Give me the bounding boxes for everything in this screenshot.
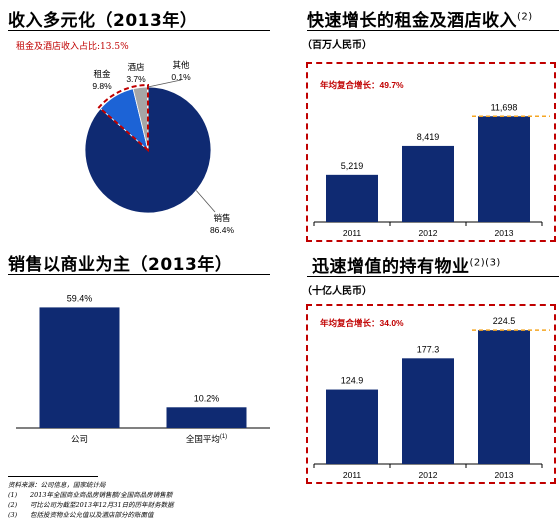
rental-value-label: 8,419 (417, 132, 440, 142)
footnote-3: (3) 包括投资物业公允值以及酒店部分的账面值 (8, 511, 154, 519)
rental-growth-unit: （百万人民币） (302, 40, 372, 51)
sales-mix-bar-chart: 59.4% 公司 10.2% 全国平均(1) (16, 293, 270, 444)
property-value-label: 124.9 (341, 376, 364, 386)
pie-value-other: 0.1% (171, 72, 191, 82)
property-value-bar-chart: 124.9 2011 177.3 2012 224.5 2013 年均复合增长：34.0% (313, 316, 550, 480)
property-category-label: 2012 (419, 470, 438, 480)
footnote-2: (2) 可比公司为截至2013年12月31日的历年财务数据 (8, 501, 174, 509)
rental-bar-2011 (326, 174, 378, 222)
property-value-title-rule (307, 276, 559, 277)
pie-value-hotel: 3.7% (126, 74, 146, 84)
rental-category-label: 2012 (419, 228, 438, 238)
rental-growth-title-rule (307, 30, 559, 31)
rental-growth-highlight-box (306, 62, 556, 242)
sales-bar-全国平均 (166, 407, 247, 428)
sales-category-label: 公司 (71, 434, 88, 444)
rental-bar-2013 (478, 116, 530, 222)
rental-growth-title: 快速增长的租金及酒店收入(2) (307, 11, 533, 31)
footnote-source: 资料来源：公司信息，国家统计局 (8, 481, 106, 489)
property-cagr-label: 年均复合增长：34.0% (320, 318, 404, 328)
property-bar-2013 (478, 330, 530, 464)
rental-growth-bar-chart: 5,219 2011 8,419 2012 11,698 2013 年均复合增长：49.7% (313, 80, 550, 238)
sales-value-label: 59.4% (67, 293, 93, 303)
footnote-rule (8, 476, 98, 477)
sales-category-label: 全国平均(1) (186, 434, 227, 444)
pie-leader-other (147, 79, 182, 88)
sales-value-label: 10.2% (194, 393, 220, 403)
pie-label-hotel: 酒店 (127, 62, 145, 72)
pie-label-rental: 租金 (93, 69, 111, 79)
property-value-title: 迅速增值的持有物业(2)(3) (312, 257, 501, 277)
pie-value-rental: 9.8% (92, 81, 112, 91)
pie-value-sales: 86.4% (210, 225, 235, 235)
property-bar-2011 (326, 389, 378, 464)
revenue-mix-title-rule (8, 30, 270, 31)
property-value-unit: （十亿人民币） (302, 286, 372, 297)
property-bar-2012 (402, 358, 454, 464)
rental-value-label: 5,219 (341, 161, 364, 171)
pie-label-sales: 销售 (213, 213, 230, 223)
property-value-label: 177.3 (417, 344, 440, 354)
rental-value-label: 11,698 (491, 102, 518, 112)
revenue-mix-title: 收入多元化（2013年） (8, 11, 198, 31)
revenue-pie-chart: 其他 0.1% 酒店 3.7% 租金 9.8% 销售 86.4% (84, 60, 235, 235)
pie-highlight-outline (97, 83, 149, 153)
sales-mix-title-rule (8, 274, 270, 275)
pie-label-other: 其他 (172, 60, 190, 70)
sales-bar-公司 (39, 307, 120, 428)
rental-category-label: 2011 (343, 228, 362, 238)
property-category-label: 2013 (495, 470, 514, 480)
revenue-mix-note: 租金及酒店收入占比:13.5% (16, 42, 129, 52)
property-value-highlight-box (306, 304, 556, 484)
rental-category-label: 2013 (495, 228, 514, 238)
rental-bar-2012 (402, 145, 454, 222)
property-category-label: 2011 (343, 470, 362, 480)
rental-cagr-label: 年均复合增长：49.7% (320, 80, 404, 90)
footnote-1: (1) 2013年全国商业商品房销售额/全国商品房销售额 (8, 491, 173, 499)
pie-leader-sales (195, 190, 216, 213)
sales-mix-title: 销售以商业为主（2013年） (8, 255, 233, 275)
property-value-label: 224.5 (493, 316, 516, 326)
